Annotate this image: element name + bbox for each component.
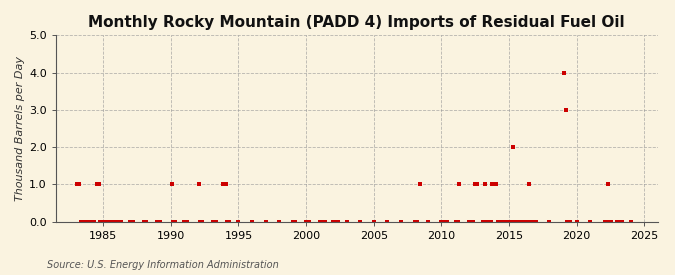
Text: Source: U.S. Energy Information Administration: Source: U.S. Energy Information Administ… — [47, 260, 279, 270]
Y-axis label: Thousand Barrels per Day: Thousand Barrels per Day — [15, 56, 25, 201]
Title: Monthly Rocky Mountain (PADD 4) Imports of Residual Fuel Oil: Monthly Rocky Mountain (PADD 4) Imports … — [88, 15, 625, 30]
